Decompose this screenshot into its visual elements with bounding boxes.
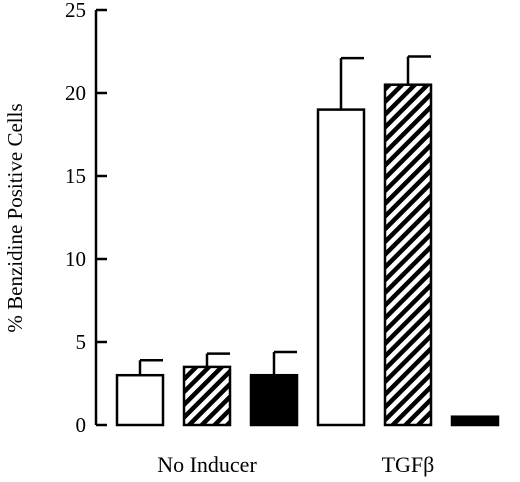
y-tick-label-5: 5 [76,330,87,354]
y-tick-label-15: 15 [65,164,86,188]
y-tick-label-20: 20 [65,81,86,105]
bar-1-1 [115,373,165,427]
category-label-1: No Inducer [157,452,257,477]
y-tick-label-25: 25 [65,0,86,22]
bar-2-3 [450,415,500,427]
y-tick-label-10: 10 [65,247,86,271]
bars: No Inducer TGFβ [115,55,500,477]
labels: % Benzidine Positive Cells [3,103,27,332]
category-label-2: TGFβ [382,452,435,477]
bar-1-2 [182,365,232,427]
y-axis-label: % Benzidine Positive Cells [3,103,27,332]
bar-2-1 [316,108,366,427]
y-tick-label-0: 0 [76,413,87,437]
bar-1-3 [249,373,299,427]
axes: 0 5 10 15 20 25 [65,0,107,437]
bar-2-2 [383,83,433,427]
